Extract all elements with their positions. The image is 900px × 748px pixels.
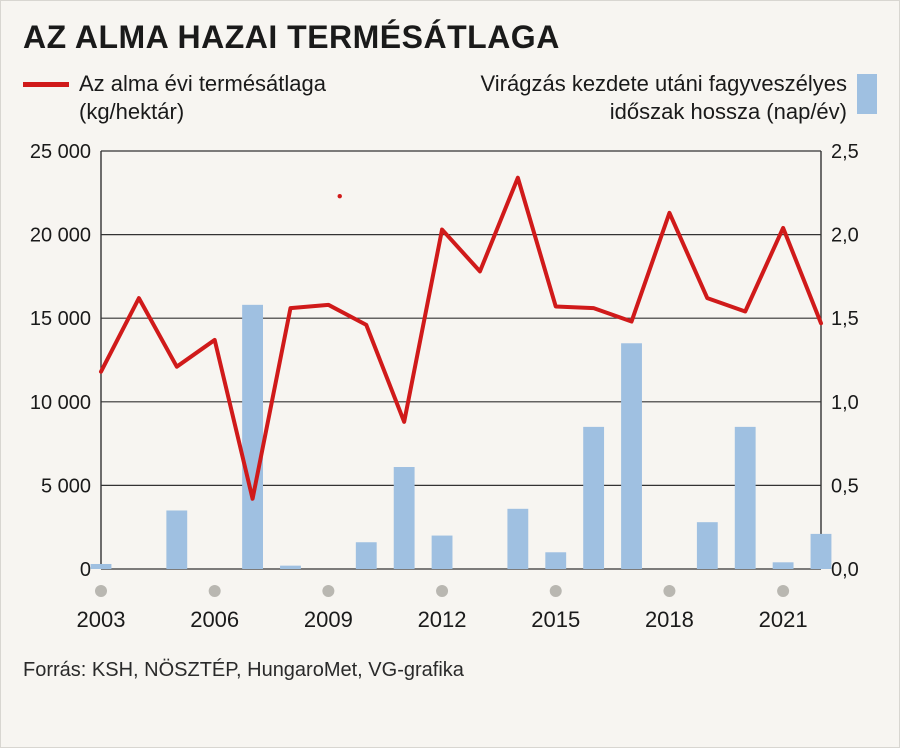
svg-text:20 000: 20 000 bbox=[30, 225, 91, 247]
legend: Az alma évi termésátlaga (kg/hektár) Vir… bbox=[23, 70, 877, 125]
legend-line-label: Az alma évi termésátlaga (kg/hektár) bbox=[79, 70, 407, 125]
legend-bar-swatch bbox=[857, 74, 877, 114]
svg-text:1,0: 1,0 bbox=[831, 392, 859, 414]
svg-text:2006: 2006 bbox=[190, 607, 239, 632]
svg-text:2018: 2018 bbox=[645, 607, 694, 632]
svg-text:2015: 2015 bbox=[531, 607, 580, 632]
legend-line-swatch bbox=[23, 82, 69, 87]
legend-bar-label: Virágzás kezdete utáni fagyveszélyes idő… bbox=[407, 70, 847, 125]
svg-text:2,0: 2,0 bbox=[831, 225, 859, 247]
svg-text:1,5: 1,5 bbox=[831, 308, 859, 330]
svg-text:0: 0 bbox=[80, 559, 91, 581]
source-text: Forrás: KSH, NÖSZTÉP, HungaroMet, VG-gra… bbox=[23, 659, 877, 682]
svg-text:2021: 2021 bbox=[759, 607, 808, 632]
legend-item-line: Az alma évi termésátlaga (kg/hektár) bbox=[23, 70, 407, 125]
svg-text:5 000: 5 000 bbox=[41, 475, 91, 497]
legend-item-bar: Virágzás kezdete utáni fagyveszélyes idő… bbox=[407, 70, 877, 125]
svg-text:2,5: 2,5 bbox=[831, 141, 859, 163]
svg-text:15 000: 15 000 bbox=[30, 308, 91, 330]
chart: 0 0,0 5 000 0,5 10 000 1,0 15 000 1,5 20 000 2,0 2… bbox=[23, 133, 879, 653]
svg-text:10 000: 10 000 bbox=[30, 392, 91, 414]
chart-title: AZ ALMA HAZAI TERMÉSÁTLAGA bbox=[23, 19, 877, 56]
svg-text:2003: 2003 bbox=[77, 607, 126, 632]
svg-text:0,0: 0,0 bbox=[831, 559, 859, 581]
svg-text:2012: 2012 bbox=[418, 607, 467, 632]
chart-svg: 0 0,0 5 000 0,5 10 000 1,0 15 000 1,5 20 000 2,0 2… bbox=[23, 133, 879, 653]
svg-text:2009: 2009 bbox=[304, 607, 353, 632]
svg-text:0,5: 0,5 bbox=[831, 475, 859, 497]
svg-text:25 000: 25 000 bbox=[30, 141, 91, 163]
